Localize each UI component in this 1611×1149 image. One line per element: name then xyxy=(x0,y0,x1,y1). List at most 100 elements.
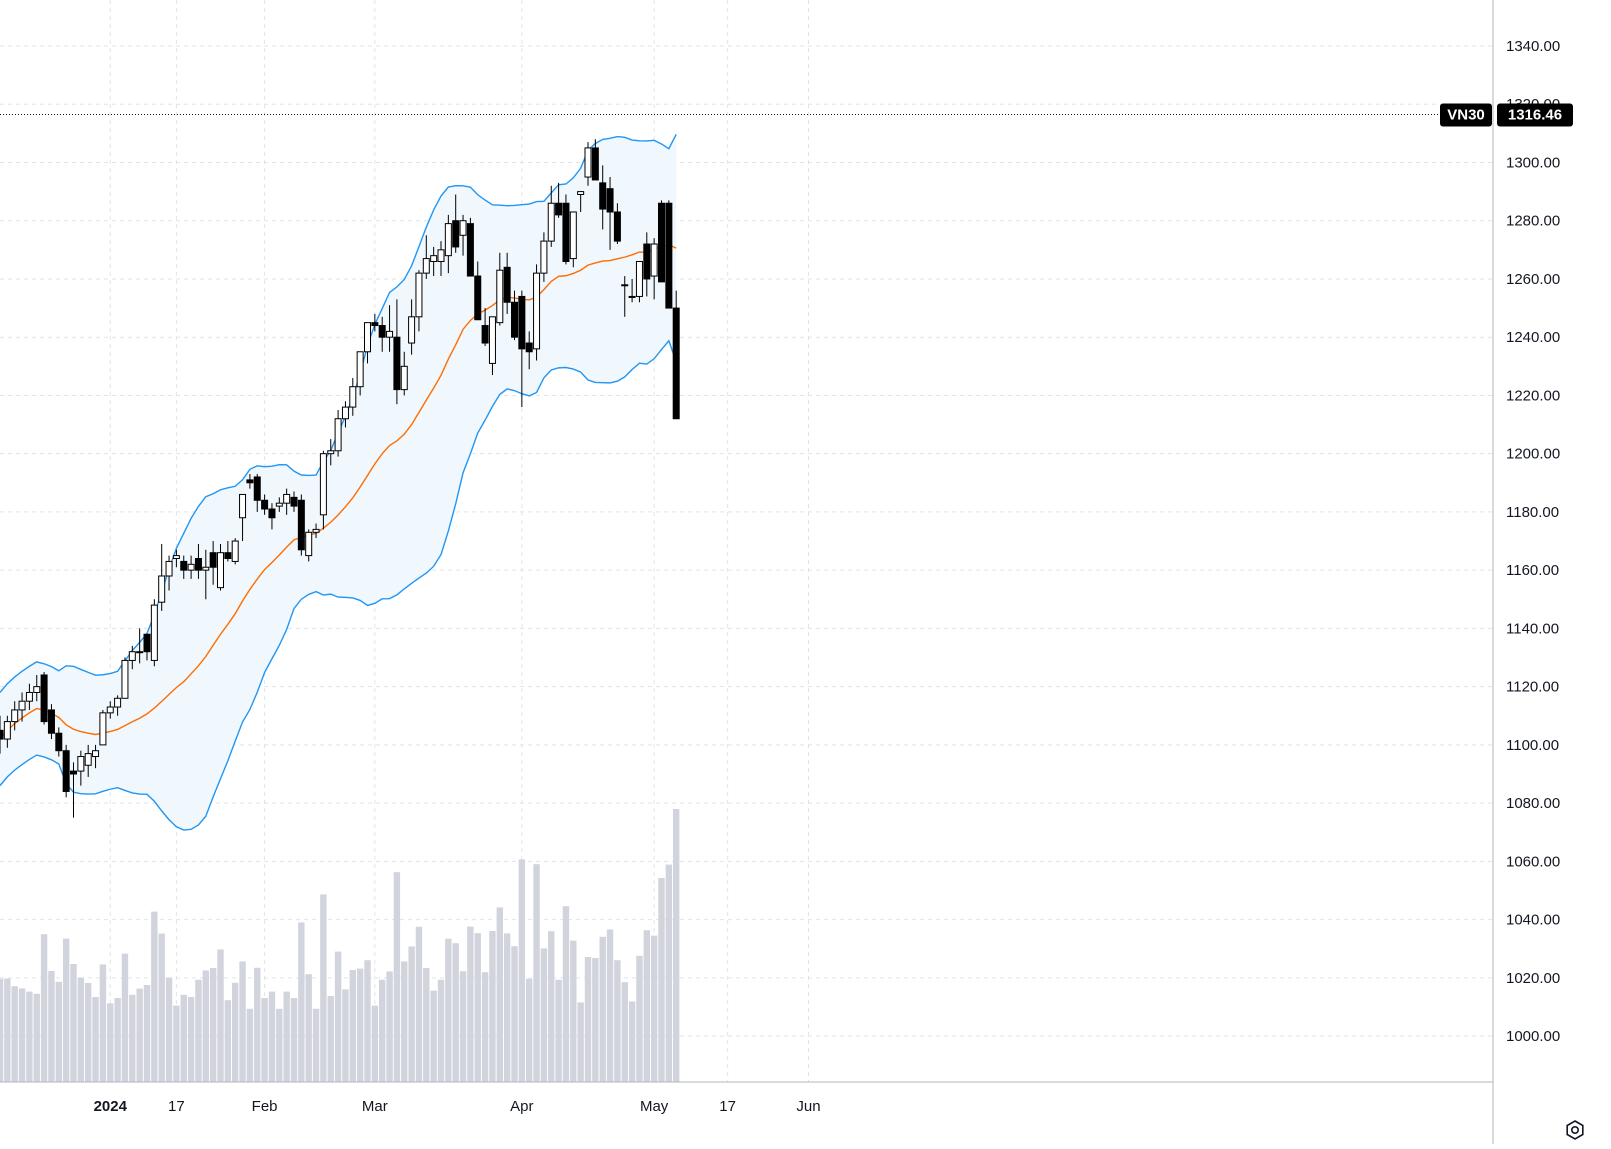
candle xyxy=(430,246,438,277)
time-tick-label: Feb xyxy=(252,1098,278,1115)
volume-bar xyxy=(18,988,26,1082)
volume-bar xyxy=(673,809,680,1082)
candle-body xyxy=(444,223,452,257)
candle xyxy=(121,657,129,699)
candle xyxy=(99,709,107,746)
candle xyxy=(319,450,327,530)
volume-bar xyxy=(11,986,18,1082)
candle xyxy=(452,194,460,253)
candle xyxy=(511,290,518,341)
candle xyxy=(40,672,48,725)
candle xyxy=(150,599,158,667)
candle xyxy=(246,474,254,489)
candle-body xyxy=(209,552,217,568)
price-tick-label: 1200.00 xyxy=(1506,446,1560,463)
volume-bar xyxy=(650,935,658,1082)
candle-body xyxy=(202,566,210,571)
volume-bar xyxy=(452,943,459,1082)
candle xyxy=(621,276,629,317)
candle-body xyxy=(180,560,188,571)
volume-bar xyxy=(548,931,555,1082)
candle-body xyxy=(415,272,423,318)
candles xyxy=(0,139,680,818)
candle xyxy=(158,543,166,611)
volume-bar xyxy=(636,955,643,1082)
candle xyxy=(599,165,607,230)
candle xyxy=(11,701,19,731)
price-tick-label: 1060.00 xyxy=(1506,853,1560,870)
candle xyxy=(422,235,430,279)
candle xyxy=(547,185,555,247)
candle-body xyxy=(99,712,107,746)
candle xyxy=(393,299,401,405)
candle-body xyxy=(496,269,504,324)
symbol-label: VN30 xyxy=(1447,107,1485,124)
candle-body xyxy=(386,330,394,338)
candle xyxy=(650,238,658,300)
candle-body xyxy=(643,243,651,280)
candle-body xyxy=(525,342,533,353)
candle-body xyxy=(533,272,541,350)
candle xyxy=(187,555,195,579)
time-tick-label: Jun xyxy=(796,1098,820,1115)
candle-body xyxy=(430,255,438,262)
candle-body xyxy=(150,604,158,661)
candle-body xyxy=(275,502,283,507)
volume-bar xyxy=(621,982,628,1082)
volume-bar xyxy=(540,948,548,1082)
volume-bar xyxy=(136,988,143,1082)
candle xyxy=(165,555,173,591)
candle-body xyxy=(268,508,276,519)
candle-body xyxy=(55,732,63,752)
candle xyxy=(55,727,63,757)
price-tick-label: 1220.00 xyxy=(1506,387,1560,404)
candle xyxy=(172,549,180,568)
candle xyxy=(84,744,92,777)
volume-bar xyxy=(489,931,496,1082)
volume-bar xyxy=(327,996,334,1082)
volume-bar xyxy=(518,859,526,1082)
candle-body xyxy=(540,240,548,274)
price-tick-label: 1000.00 xyxy=(1506,1028,1560,1045)
volume-bar xyxy=(577,1002,584,1082)
candle-body xyxy=(437,249,445,262)
candle-body xyxy=(290,496,298,507)
candle-body xyxy=(371,322,379,327)
candle xyxy=(194,543,202,579)
volume-bar xyxy=(107,1003,114,1082)
candle xyxy=(290,491,298,512)
volume-bar xyxy=(290,998,298,1082)
candle-body xyxy=(393,336,401,391)
candle xyxy=(525,331,533,370)
time-tick-label: 17 xyxy=(168,1098,185,1115)
candle xyxy=(143,633,151,661)
candle xyxy=(92,744,100,769)
candle xyxy=(613,203,621,245)
candle xyxy=(540,232,548,282)
volume-bar xyxy=(298,922,305,1082)
candle-body xyxy=(92,750,100,758)
time-tick-label: May xyxy=(640,1098,669,1115)
price-axis: 1000.00 1020.00 1040.00 1060.00 1080.00 1100.… xyxy=(1506,38,1560,1045)
volume-bar xyxy=(496,907,503,1082)
candle-body xyxy=(239,493,247,519)
candle-body xyxy=(518,295,526,350)
time-tick-label: 2024 xyxy=(94,1098,128,1115)
candle-body xyxy=(452,220,460,248)
volume-bar xyxy=(217,949,224,1082)
candle xyxy=(386,305,394,352)
settings-button[interactable] xyxy=(1561,1118,1589,1142)
volume-bar xyxy=(283,991,290,1082)
price-tick-label: 1280.00 xyxy=(1506,213,1560,230)
volume-bar xyxy=(312,1008,320,1082)
candle-body xyxy=(217,552,224,589)
volume-bar xyxy=(364,960,371,1082)
candle-body xyxy=(378,325,386,338)
candle-body xyxy=(246,479,254,484)
candle-body xyxy=(297,499,305,551)
candle-body xyxy=(364,322,371,353)
candle xyxy=(77,750,85,786)
candle xyxy=(503,252,511,314)
